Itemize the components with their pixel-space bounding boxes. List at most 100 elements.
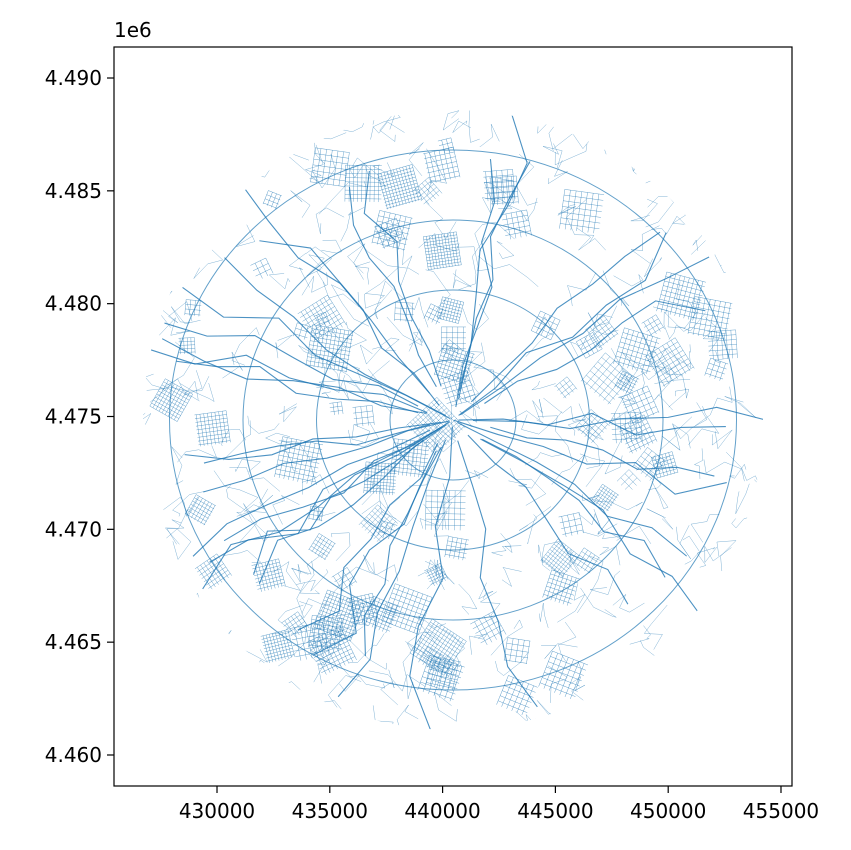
street bbox=[612, 594, 645, 613]
street bbox=[319, 626, 364, 651]
street-block bbox=[441, 326, 466, 352]
road bbox=[223, 421, 451, 542]
street bbox=[405, 634, 423, 652]
street bbox=[247, 415, 280, 434]
street-block bbox=[614, 370, 640, 395]
street bbox=[152, 646, 190, 677]
street bbox=[713, 666, 725, 691]
street-block bbox=[305, 324, 354, 373]
street-block bbox=[250, 257, 274, 279]
road bbox=[472, 406, 763, 430]
street bbox=[587, 305, 617, 331]
street bbox=[402, 652, 414, 699]
street bbox=[458, 583, 478, 615]
street bbox=[611, 348, 649, 380]
street bbox=[641, 367, 665, 393]
street bbox=[508, 471, 544, 489]
street bbox=[236, 224, 256, 247]
street-block bbox=[501, 209, 532, 240]
street bbox=[193, 667, 220, 703]
street bbox=[702, 630, 714, 665]
street bbox=[519, 514, 537, 531]
street bbox=[532, 80, 550, 103]
street bbox=[147, 160, 171, 169]
street bbox=[580, 587, 617, 618]
street-block bbox=[371, 210, 413, 251]
street bbox=[637, 693, 690, 727]
x-tick-label: 430000 bbox=[179, 799, 255, 823]
street bbox=[758, 475, 763, 498]
road bbox=[253, 439, 424, 575]
street bbox=[208, 73, 234, 93]
street bbox=[348, 422, 380, 448]
street bbox=[725, 621, 744, 638]
street bbox=[274, 731, 293, 749]
street bbox=[153, 732, 188, 765]
street bbox=[163, 528, 192, 560]
street bbox=[374, 289, 393, 320]
street bbox=[738, 204, 755, 235]
street bbox=[654, 380, 673, 411]
street bbox=[490, 619, 523, 656]
street-block bbox=[262, 190, 282, 209]
street-block bbox=[576, 332, 603, 359]
street bbox=[433, 510, 449, 537]
street bbox=[296, 582, 313, 619]
street bbox=[405, 443, 419, 465]
street bbox=[647, 195, 700, 216]
street bbox=[675, 388, 690, 399]
street bbox=[602, 270, 630, 307]
street bbox=[747, 563, 763, 581]
road bbox=[453, 419, 727, 495]
street bbox=[249, 110, 281, 139]
street-block bbox=[374, 217, 406, 249]
street-block bbox=[632, 447, 668, 481]
street bbox=[235, 459, 261, 473]
street bbox=[659, 423, 691, 451]
street bbox=[163, 496, 199, 517]
street bbox=[187, 77, 225, 100]
street bbox=[388, 84, 421, 99]
street bbox=[359, 344, 383, 365]
street bbox=[185, 723, 205, 730]
street bbox=[167, 628, 200, 678]
x-tick-label: 440000 bbox=[404, 799, 480, 823]
street bbox=[437, 480, 470, 523]
street bbox=[349, 622, 387, 670]
street bbox=[156, 716, 177, 730]
street bbox=[674, 189, 698, 212]
street bbox=[478, 582, 494, 600]
road bbox=[209, 426, 443, 563]
street bbox=[508, 410, 544, 424]
street bbox=[532, 399, 544, 421]
street bbox=[489, 369, 513, 401]
street bbox=[452, 269, 472, 289]
road bbox=[363, 446, 442, 657]
street bbox=[720, 242, 749, 267]
street bbox=[338, 360, 390, 393]
street bbox=[357, 239, 408, 286]
street bbox=[633, 151, 645, 172]
street bbox=[672, 402, 708, 440]
street-block bbox=[329, 401, 344, 416]
street bbox=[350, 753, 369, 774]
road bbox=[149, 348, 428, 414]
street bbox=[143, 534, 152, 570]
street bbox=[201, 665, 215, 674]
street bbox=[613, 274, 644, 294]
street bbox=[368, 670, 426, 692]
street-block bbox=[352, 405, 375, 427]
street bbox=[318, 584, 341, 615]
street-block bbox=[617, 414, 658, 454]
street-block bbox=[381, 583, 433, 635]
street bbox=[712, 110, 740, 122]
street bbox=[557, 204, 576, 216]
street bbox=[303, 110, 343, 143]
y-tick-label: 4.465 bbox=[45, 630, 102, 654]
street bbox=[169, 216, 201, 235]
street bbox=[692, 234, 720, 251]
street bbox=[525, 316, 554, 357]
street bbox=[418, 615, 447, 646]
street bbox=[676, 344, 692, 368]
street bbox=[541, 643, 578, 659]
